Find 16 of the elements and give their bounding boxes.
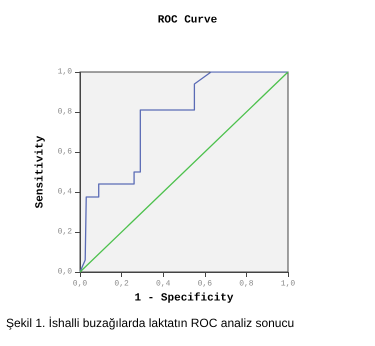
y-tick-label: 0,4 (58, 188, 72, 196)
y-tick-label: 0,8 (58, 108, 72, 116)
y-tick-label: 1,0 (58, 68, 72, 76)
text: Şekil 1. İshalli buzağılarda laktatın ROC analiz sonucu (6, 316, 296, 330)
x-tick-label: 0,8 (239, 280, 254, 288)
x-tick-label: 0,4 (156, 280, 171, 288)
x-tick-label: 0,6 (198, 280, 212, 288)
x-tick-label: 1,0 (280, 280, 296, 288)
y-tick-label: 0,2 (58, 228, 72, 236)
x-axis-title: 1 - Specificity (134, 291, 234, 304)
y-tick-label: 0,0 (58, 268, 72, 276)
y-tick-label: 0,6 (58, 148, 72, 156)
x-tick-label: 0,2 (114, 280, 129, 288)
y-axis-title: Sensitivity (34, 135, 46, 208)
x-tick-label: 0,0 (72, 280, 88, 288)
chart-title: ROC Curve (158, 14, 218, 26)
